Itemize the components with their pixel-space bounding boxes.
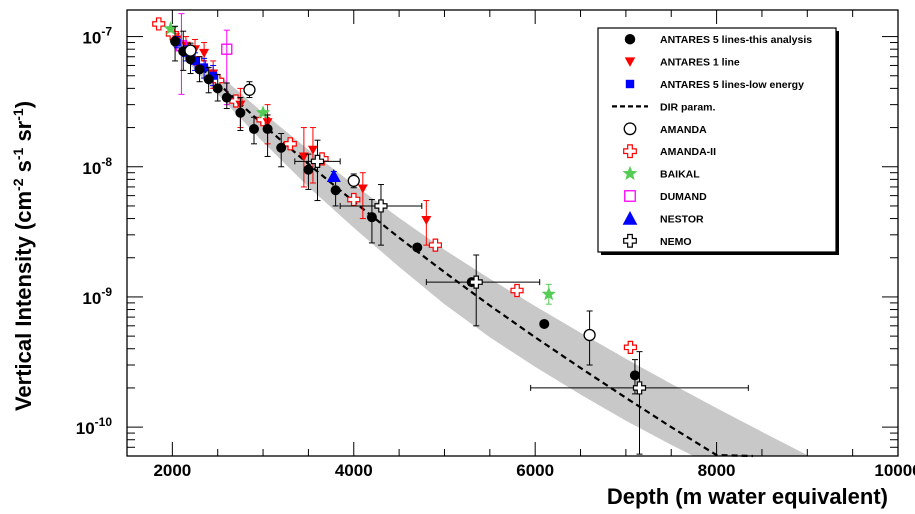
legend-marker bbox=[622, 211, 638, 225]
legend-marker bbox=[622, 165, 638, 180]
legend-label: DUMAND bbox=[660, 191, 707, 203]
data-point bbox=[262, 123, 273, 134]
data-point bbox=[539, 318, 550, 329]
legend-item: NESTOR bbox=[622, 211, 704, 225]
series-nestor bbox=[326, 168, 341, 182]
data-point bbox=[276, 142, 287, 153]
series-amanda-ii bbox=[152, 17, 638, 354]
data-point bbox=[374, 199, 388, 213]
legend: ANTARES 5 lines-this analysis ANTARES 1 l… bbox=[597, 27, 839, 255]
data-point bbox=[326, 168, 341, 182]
x-tick-label: 2000 bbox=[153, 461, 191, 480]
legend-item: BAIKAL bbox=[622, 165, 700, 181]
data-point bbox=[366, 212, 377, 223]
data-point bbox=[623, 340, 638, 354]
legend-marker bbox=[623, 233, 637, 248]
legend-label: NESTOR bbox=[660, 213, 704, 225]
series-nemo bbox=[294, 139, 749, 455]
data-point bbox=[221, 92, 232, 103]
data-point bbox=[243, 83, 256, 96]
data-point bbox=[163, 21, 178, 35]
x-tick-label: 8000 bbox=[698, 461, 736, 480]
legend-shadow bbox=[836, 31, 839, 255]
tick-labels-layer: 2000 4000 6000 8000 10000 10-7 10-8 10-9 10-10 bbox=[76, 25, 915, 480]
y-tick-label: 10-9 bbox=[82, 285, 112, 308]
legend-item: AMANDA bbox=[623, 122, 707, 136]
x-tick-label: 10000 bbox=[874, 461, 915, 480]
data-point bbox=[541, 286, 556, 301]
legend-item: DUMAND bbox=[624, 190, 707, 203]
data-point bbox=[184, 44, 197, 57]
data-point bbox=[629, 370, 640, 381]
data-point bbox=[203, 74, 214, 85]
legend-item: DIR param. bbox=[612, 101, 716, 113]
data-point bbox=[421, 215, 432, 225]
data-point bbox=[583, 328, 596, 342]
legend-marker bbox=[625, 79, 635, 89]
y-tick-label: 10-7 bbox=[82, 25, 112, 48]
series-baikal bbox=[163, 21, 556, 305]
legend-label: ANTARES 5 lines-low energy bbox=[660, 79, 804, 91]
x-tick-label: 4000 bbox=[335, 461, 373, 480]
data-series-layer bbox=[152, 13, 753, 458]
legend-label: DIR param. bbox=[660, 101, 716, 113]
series-amanda bbox=[184, 44, 596, 366]
y-tick-label: 10-8 bbox=[82, 155, 112, 178]
data-point bbox=[428, 238, 442, 252]
legend-item: AMANDA-II bbox=[623, 144, 716, 159]
legend-item: ANTARES 5 lines-low energy bbox=[625, 79, 804, 91]
legend-item: NEMO bbox=[623, 233, 692, 248]
legend-label: BAIKAL bbox=[660, 169, 700, 181]
legend-marker bbox=[624, 57, 636, 67]
legend-label: NEMO bbox=[660, 236, 692, 248]
legend-label: AMANDA-II bbox=[660, 146, 716, 158]
data-point bbox=[221, 43, 233, 55]
legend-marker bbox=[623, 122, 637, 136]
data-point bbox=[330, 185, 341, 196]
legend-label: ANTARES 1 line bbox=[660, 57, 740, 69]
x-axis-title: Depth (m water equivalent) bbox=[607, 484, 888, 509]
data-point bbox=[307, 145, 318, 155]
data-point bbox=[303, 164, 314, 175]
data-point bbox=[199, 48, 210, 58]
data-point bbox=[510, 283, 524, 298]
legend-marker bbox=[624, 190, 636, 202]
data-point bbox=[235, 107, 246, 118]
data-point bbox=[357, 184, 368, 194]
data-point bbox=[248, 123, 259, 134]
data-point bbox=[310, 154, 325, 168]
legend-label: AMANDA bbox=[660, 124, 707, 136]
data-point bbox=[347, 174, 360, 187]
data-point bbox=[469, 275, 483, 289]
legend-item: ANTARES 1 line bbox=[624, 57, 740, 69]
x-tick-label: 6000 bbox=[516, 461, 554, 480]
data-point bbox=[152, 17, 166, 31]
legend-marker bbox=[624, 33, 636, 45]
data-point bbox=[632, 381, 647, 395]
y-tick-label: 10-10 bbox=[76, 415, 113, 438]
data-point bbox=[194, 64, 205, 75]
data-point bbox=[412, 242, 423, 253]
data-point bbox=[170, 36, 181, 47]
legend-box bbox=[597, 27, 837, 253]
data-point bbox=[298, 152, 309, 162]
data-point bbox=[212, 83, 223, 94]
y-axis-title: Vertical Intensity (cm-2 s-1 sr-1) bbox=[10, 101, 36, 411]
legend-marker bbox=[623, 144, 637, 159]
data-point bbox=[283, 137, 297, 151]
legend-label: ANTARES 5 lines-this analysis bbox=[660, 34, 812, 46]
axes-layer bbox=[126, 9, 899, 457]
data-point bbox=[255, 105, 271, 119]
data-point bbox=[209, 71, 218, 80]
legend-item: ANTARES 5 lines-this analysis bbox=[624, 33, 812, 46]
legend-shadow bbox=[601, 252, 839, 255]
plot-frame bbox=[126, 9, 899, 457]
